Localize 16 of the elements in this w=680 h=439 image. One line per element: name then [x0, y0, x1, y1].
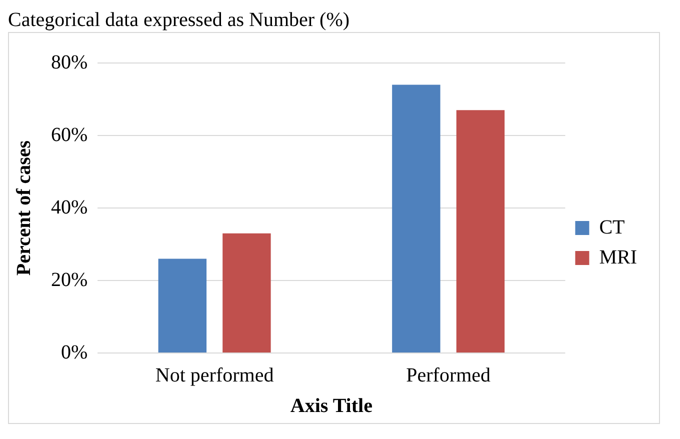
y-tick-label: 0% [60, 341, 88, 364]
y-tick-label: 20% [50, 268, 88, 291]
x-tick-label: Performed [406, 364, 491, 386]
bar [392, 84, 440, 352]
legend-label: CT [599, 216, 625, 238]
y-tick-label: 60% [50, 124, 88, 146]
bar [222, 233, 271, 352]
x-tick-label: Not performed [155, 364, 274, 386]
x-axis-title: Axis Title [290, 395, 373, 418]
y-axis-title: Percent of cases [13, 140, 36, 276]
chart-title: Categorical data expressed as Number (%) [8, 8, 351, 32]
legend-label: MRI [599, 246, 638, 268]
bar [456, 110, 505, 352]
y-tick-label: 40% [50, 196, 88, 218]
y-tick-label: 80% [50, 51, 88, 74]
bar [158, 258, 207, 352]
